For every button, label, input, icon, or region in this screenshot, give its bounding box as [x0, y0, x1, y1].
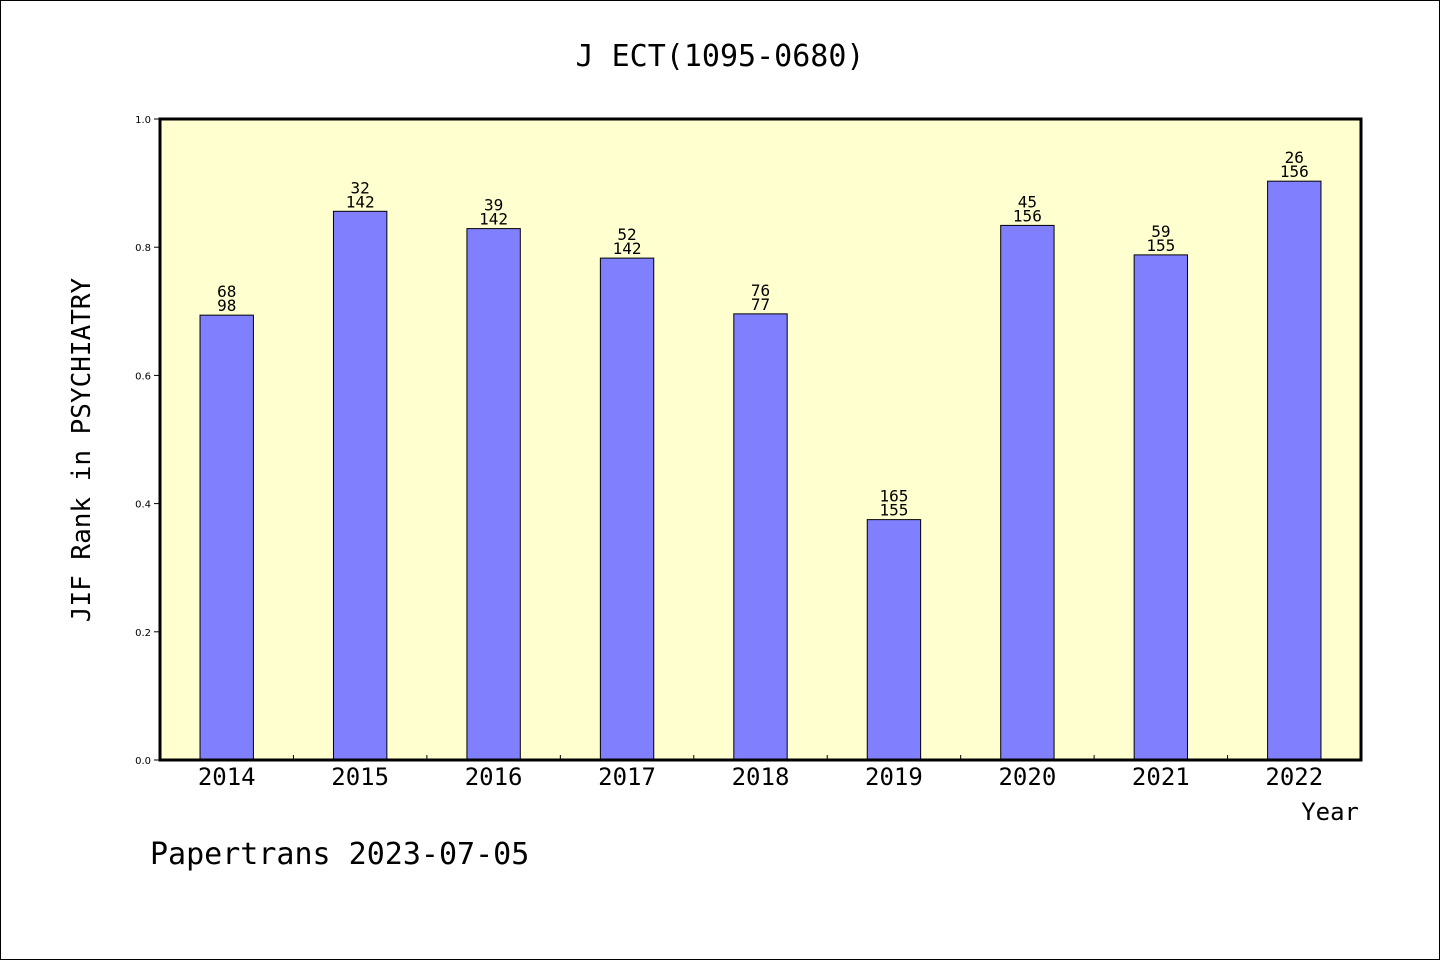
bar-rank-label: 59 — [1151, 222, 1170, 241]
bar-2018 — [733, 313, 788, 761]
bar-total-label: 155 — [879, 501, 908, 520]
bar-total-label: 77 — [751, 295, 770, 314]
chart-title: J ECT(1095-0680) — [576, 39, 865, 74]
bar-2020 — [1000, 224, 1055, 761]
x-axis-ticks: 2014 2015 2016 2017 2018 2019 2020 2021 2022 — [198, 755, 1323, 791]
bar-rank-label: 165 — [879, 487, 908, 506]
bar-rank-label: 45 — [1018, 192, 1037, 211]
bar-rank-label: 76 — [751, 281, 770, 300]
bar-rank-label: 52 — [617, 225, 636, 244]
bar-2016 — [466, 228, 521, 761]
bar-rank-label: 68 — [217, 282, 236, 301]
x-tick-label: 2016 — [465, 763, 523, 791]
bar-total-label: 156 — [1013, 206, 1042, 225]
y-tick-label: 0.8 — [135, 243, 151, 254]
x-tick-label: 2017 — [598, 763, 656, 791]
x-tick-label: 2020 — [998, 763, 1056, 791]
x-tick-label: 2015 — [331, 763, 389, 791]
x-axis-label: Year — [1301, 798, 1359, 826]
x-tick-label: 2022 — [1265, 763, 1323, 791]
bar-2015 — [332, 210, 388, 761]
bar-total-label: 155 — [1146, 236, 1175, 255]
y-tick-label: 0.6 — [135, 371, 151, 382]
x-tick-label: 2019 — [865, 763, 923, 791]
y-axis-ticks: 0.0 0.2 0.4 0.6 0.8 1.0 — [135, 115, 160, 767]
x-tick-label: 2014 — [198, 763, 256, 791]
y-axis-label: JIF Rank in PSYCHIATRY — [67, 277, 97, 622]
bar-2021 — [1133, 254, 1189, 761]
bar-2019 — [866, 519, 922, 761]
bar-total-label: 156 — [1280, 162, 1309, 181]
bar-rank-label: 39 — [484, 196, 503, 215]
bar-2022 — [1267, 180, 1322, 761]
y-tick-label: 0.0 — [135, 756, 151, 767]
y-tick-label: 1.0 — [135, 115, 151, 126]
bar-total-label: 98 — [217, 296, 236, 315]
y-tick-label: 0.2 — [135, 628, 151, 639]
bar-rank-label: 32 — [351, 178, 370, 197]
bar-2017 — [599, 257, 655, 761]
footer-text: Papertrans 2023-07-05 — [150, 837, 529, 872]
bar-2014 — [199, 314, 254, 761]
y-tick-label: 0.4 — [135, 500, 151, 511]
plot-border — [158, 117, 1363, 762]
x-tick-label: 2021 — [1132, 763, 1190, 791]
x-tick-label: 2018 — [732, 763, 790, 791]
bar-rank-label: 26 — [1285, 148, 1304, 167]
bar-total-label: 142 — [613, 239, 642, 258]
bar-total-label: 142 — [346, 192, 375, 211]
bar-total-label: 142 — [479, 210, 508, 229]
